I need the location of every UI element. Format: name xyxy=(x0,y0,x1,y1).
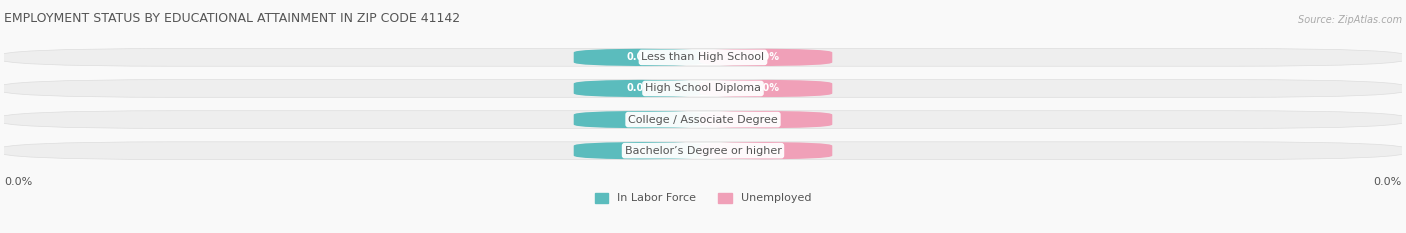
Text: 0.0%: 0.0% xyxy=(752,146,779,156)
FancyBboxPatch shape xyxy=(700,49,832,66)
Text: 0.0%: 0.0% xyxy=(752,83,779,93)
Text: 0.0%: 0.0% xyxy=(752,52,779,62)
FancyBboxPatch shape xyxy=(700,142,832,159)
FancyBboxPatch shape xyxy=(574,142,706,159)
Text: College / Associate Degree: College / Associate Degree xyxy=(628,115,778,125)
Text: 0.0%: 0.0% xyxy=(1374,177,1402,187)
FancyBboxPatch shape xyxy=(0,142,1406,160)
Text: 0.0%: 0.0% xyxy=(627,115,654,125)
Text: Less than High School: Less than High School xyxy=(641,52,765,62)
Text: 0.0%: 0.0% xyxy=(627,52,654,62)
Legend: In Labor Force, Unemployed: In Labor Force, Unemployed xyxy=(591,188,815,208)
Text: EMPLOYMENT STATUS BY EDUCATIONAL ATTAINMENT IN ZIP CODE 41142: EMPLOYMENT STATUS BY EDUCATIONAL ATTAINM… xyxy=(4,12,460,25)
FancyBboxPatch shape xyxy=(0,80,1406,97)
FancyBboxPatch shape xyxy=(0,111,1406,128)
FancyBboxPatch shape xyxy=(574,49,706,66)
Text: High School Diploma: High School Diploma xyxy=(645,83,761,93)
Text: 0.0%: 0.0% xyxy=(752,115,779,125)
Text: 0.0%: 0.0% xyxy=(627,83,654,93)
Text: 0.0%: 0.0% xyxy=(627,146,654,156)
FancyBboxPatch shape xyxy=(700,111,832,128)
Text: Bachelor’s Degree or higher: Bachelor’s Degree or higher xyxy=(624,146,782,156)
FancyBboxPatch shape xyxy=(574,80,706,97)
FancyBboxPatch shape xyxy=(0,48,1406,66)
Text: Source: ZipAtlas.com: Source: ZipAtlas.com xyxy=(1298,15,1402,25)
Text: 0.0%: 0.0% xyxy=(4,177,32,187)
FancyBboxPatch shape xyxy=(574,111,706,128)
FancyBboxPatch shape xyxy=(700,80,832,97)
